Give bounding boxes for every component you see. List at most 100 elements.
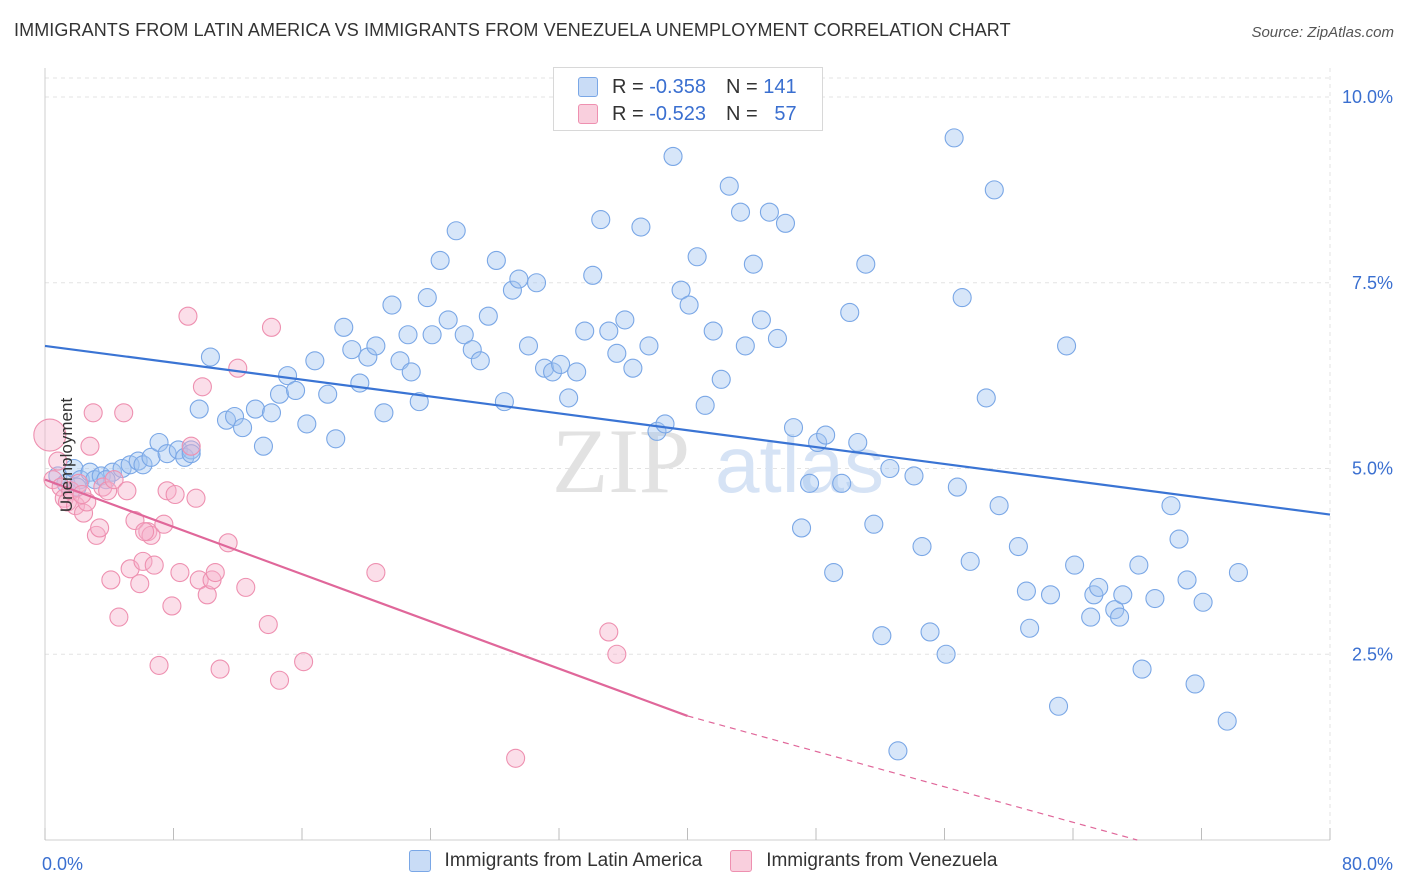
point-latin-america bbox=[1065, 555, 1085, 575]
legend-swatch-venezuela bbox=[578, 104, 598, 124]
point-latin-america bbox=[583, 265, 603, 285]
point-latin-america bbox=[526, 273, 547, 293]
point-latin-america bbox=[695, 395, 715, 415]
point-latin-america bbox=[1110, 607, 1130, 627]
point-venezuela bbox=[197, 585, 217, 605]
point-latin-america bbox=[305, 351, 325, 371]
point-latin-america bbox=[422, 325, 442, 345]
point-latin-america bbox=[286, 380, 306, 401]
point-latin-america bbox=[269, 384, 290, 404]
point-latin-america bbox=[551, 354, 571, 375]
point-venezuela bbox=[33, 418, 67, 452]
point-latin-america bbox=[1132, 659, 1152, 679]
point-venezuela bbox=[101, 570, 121, 590]
point-latin-america bbox=[631, 217, 651, 237]
point-latin-america bbox=[253, 436, 274, 456]
point-latin-america bbox=[502, 280, 522, 300]
point-venezuela bbox=[74, 503, 94, 523]
point-latin-america bbox=[639, 336, 659, 356]
point-latin-america bbox=[775, 213, 796, 233]
point-venezuela bbox=[90, 518, 110, 538]
series-legend: Immigrants from Latin America Immigrants… bbox=[0, 850, 1406, 872]
point-latin-america bbox=[350, 373, 370, 393]
legend-swatch-venezuela bbox=[730, 850, 753, 872]
point-latin-america bbox=[719, 176, 739, 196]
point-latin-america bbox=[1016, 581, 1036, 601]
point-venezuela bbox=[133, 551, 153, 571]
point-latin-america bbox=[936, 644, 956, 664]
point-latin-america bbox=[102, 462, 123, 482]
r-label: R = bbox=[612, 102, 644, 125]
legend-label-latin-america: Immigrants from Latin America bbox=[444, 850, 703, 871]
point-latin-america bbox=[64, 458, 84, 479]
point-latin-america bbox=[1161, 496, 1181, 516]
point-venezuela bbox=[104, 470, 124, 490]
r-label: R = bbox=[612, 75, 644, 98]
x-tick-label: 80.0% bbox=[1342, 854, 1393, 874]
point-venezuela bbox=[607, 644, 627, 664]
point-venezuela bbox=[186, 488, 206, 508]
point-latin-america bbox=[591, 210, 611, 230]
point-latin-america bbox=[409, 392, 429, 412]
point-latin-america bbox=[382, 295, 402, 315]
r-value: -0.358 bbox=[649, 75, 706, 98]
point-latin-america bbox=[486, 250, 506, 271]
point-latin-america bbox=[200, 347, 220, 367]
point-latin-america bbox=[141, 447, 161, 467]
stats-legend: R = -0.358 N = 141 R = -0.523 N = 57 bbox=[553, 67, 823, 131]
chart-source: Source: ZipAtlas.com bbox=[1251, 24, 1394, 41]
point-venezuela bbox=[205, 562, 225, 583]
point-latin-america bbox=[1048, 696, 1069, 716]
point-latin-america bbox=[607, 343, 627, 363]
point-latin-america bbox=[671, 280, 691, 300]
point-venezuela bbox=[109, 607, 129, 627]
point-latin-america bbox=[960, 551, 980, 571]
point-venezuela bbox=[236, 577, 256, 597]
legend-swatch-latin-america bbox=[578, 77, 598, 97]
legend-item-latin-america[interactable]: Immigrants from Latin America bbox=[408, 850, 703, 872]
point-latin-america bbox=[989, 496, 1009, 516]
point-latin-america bbox=[1129, 555, 1149, 575]
point-latin-america bbox=[133, 455, 153, 475]
point-latin-america bbox=[880, 458, 900, 479]
point-latin-america bbox=[687, 247, 707, 267]
point-latin-america bbox=[912, 536, 932, 557]
n-label: N = bbox=[725, 102, 758, 125]
trend-line-venezuela-extension bbox=[687, 715, 1138, 841]
point-latin-america bbox=[1008, 536, 1028, 557]
watermark: ZIP atlas bbox=[552, 410, 884, 512]
trend-line-latin-america bbox=[44, 344, 1331, 516]
point-latin-america bbox=[848, 432, 868, 453]
point-latin-america bbox=[824, 562, 844, 583]
point-latin-america bbox=[984, 180, 1004, 200]
point-venezuela bbox=[162, 596, 182, 616]
point-latin-america bbox=[832, 473, 852, 493]
point-latin-america bbox=[767, 328, 788, 349]
point-latin-america bbox=[730, 202, 751, 222]
point-latin-america bbox=[840, 302, 860, 323]
point-latin-america bbox=[1057, 336, 1077, 356]
point-latin-america bbox=[334, 317, 354, 337]
point-venezuela bbox=[228, 358, 248, 378]
point-latin-america bbox=[1169, 529, 1189, 549]
point-latin-america bbox=[567, 362, 587, 382]
point-latin-america bbox=[417, 288, 437, 308]
point-latin-america bbox=[509, 269, 529, 289]
legend-swatch-latin-america bbox=[408, 850, 431, 872]
point-venezuela bbox=[258, 614, 278, 635]
point-venezuela bbox=[130, 574, 150, 594]
point-latin-america bbox=[623, 358, 643, 378]
point-latin-america bbox=[462, 340, 482, 360]
point-latin-america bbox=[401, 362, 421, 382]
point-latin-america bbox=[543, 362, 563, 382]
point-venezuela bbox=[149, 655, 169, 675]
point-latin-america bbox=[615, 310, 635, 330]
legend-item-venezuela[interactable]: Immigrants from Venezuela bbox=[730, 850, 997, 872]
point-latin-america bbox=[245, 399, 265, 419]
point-latin-america bbox=[864, 514, 884, 534]
point-latin-america bbox=[751, 310, 771, 330]
data-points bbox=[33, 128, 1248, 768]
point-venezuela bbox=[125, 510, 145, 531]
point-latin-america bbox=[783, 418, 804, 438]
